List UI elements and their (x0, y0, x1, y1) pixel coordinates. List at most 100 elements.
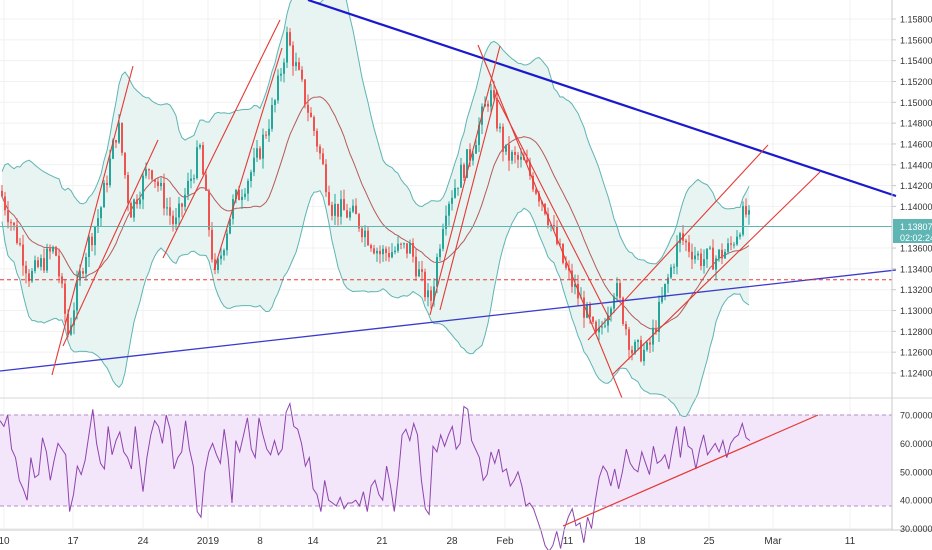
candle-body (274, 100, 276, 106)
channel-line (162, 19, 281, 259)
rsi-tick-label: 70.0000 (900, 411, 932, 421)
rsi-series (0, 401, 819, 550)
candle-body (97, 218, 99, 227)
time-tick-label: 17 (67, 536, 79, 547)
candle-body (679, 233, 681, 244)
rsi-axis[interactable]: 70.000060.000050.000040.000030.000020.00… (900, 411, 932, 550)
candle-body (598, 327, 600, 333)
candle-body (403, 243, 405, 245)
candle-body (595, 321, 597, 333)
candle-body (508, 144, 510, 161)
candle-body (136, 199, 138, 205)
candle-body (1, 190, 3, 197)
time-axis[interactable]: 10 17 24 2019 8 14 21 28 Feb 11 18 25 Mar 11 (0, 536, 856, 547)
candle-body (85, 257, 87, 274)
candle-body (238, 190, 240, 201)
candle-body (199, 145, 201, 148)
candle-body (688, 242, 690, 252)
candle-body (397, 243, 399, 251)
countdown-label: 02:02:24 (900, 233, 932, 243)
candle-body (565, 263, 567, 268)
time-tick-label: 2019 (197, 536, 220, 547)
channel-line (62, 139, 159, 347)
candle-body (235, 190, 237, 200)
time-tick-label: 11 (563, 536, 574, 547)
candle-body (634, 341, 636, 354)
last-price-tag: 1.13807 02:02:24 (893, 219, 932, 243)
candle-body (499, 126, 501, 129)
candle-body (370, 245, 372, 249)
candle-body (76, 280, 78, 311)
time-tick-label: 25 (703, 536, 715, 547)
candle-body (34, 260, 36, 271)
candle-body (223, 250, 225, 256)
candle-body (592, 316, 594, 322)
candle-body (673, 266, 675, 268)
last-price-tag-bg (893, 219, 932, 243)
candle-body (124, 152, 126, 176)
candle-body (433, 286, 435, 301)
candle-body (214, 259, 216, 270)
candle-body (208, 190, 210, 230)
candle-body (289, 32, 291, 46)
candles (1, 26, 750, 366)
candle-body (202, 145, 204, 175)
candle-body (724, 251, 726, 259)
candle-body (91, 236, 93, 246)
candle-body (259, 148, 261, 159)
last-price-label: 1.13807 (900, 222, 932, 232)
candle-body (322, 153, 324, 165)
candle-body (661, 296, 663, 302)
candle-body (583, 297, 585, 318)
price-tick-label: 1.12600 (900, 348, 932, 358)
candle-body (151, 170, 153, 180)
price-axis[interactable]: 1.15800 1.15600 1.15400 1.15200 1.15000 1.148… (892, 15, 932, 379)
candle-body (394, 250, 396, 253)
candle-body (490, 90, 492, 107)
candle-body (706, 248, 708, 260)
candle-body (328, 192, 330, 205)
candle-body (301, 69, 303, 80)
candle-body (190, 178, 192, 181)
candle-body (520, 156, 522, 160)
candle-body (10, 222, 12, 224)
candle-body (334, 203, 336, 216)
candle-body (280, 73, 282, 76)
channel-line (611, 171, 821, 376)
candle-body (622, 297, 624, 324)
candle-body (640, 340, 642, 362)
price-tick-label: 1.14800 (900, 119, 932, 129)
candle-body (670, 267, 672, 278)
candle-body (703, 259, 705, 266)
candle-body (271, 105, 273, 129)
bollinger-upper (1, 0, 750, 265)
candle-body (61, 276, 63, 284)
channel-line (497, 99, 611, 321)
price-tick-label: 1.14000 (900, 202, 932, 212)
candle-body (88, 236, 90, 258)
candle-body (205, 174, 207, 191)
candle-body (664, 283, 666, 297)
rsi-tick-label: 30.0000 (900, 524, 932, 534)
time-tick-label: 28 (446, 536, 458, 547)
channel-line (429, 45, 501, 316)
candle-body (37, 260, 39, 267)
candle-body (532, 175, 534, 190)
candle-body (727, 243, 729, 252)
candle-body (115, 140, 117, 143)
candle-body (325, 164, 327, 193)
candle-body (49, 248, 51, 252)
time-tick-label: 24 (137, 536, 149, 547)
candle-body (295, 62, 297, 67)
candle-body (40, 258, 42, 267)
candle-body (184, 194, 186, 207)
candle-body (286, 32, 288, 63)
candle-body (250, 172, 252, 181)
candle-body (427, 290, 429, 298)
candle-body (262, 134, 264, 159)
candle-body (16, 225, 18, 244)
candle-body (103, 182, 105, 208)
candle-body (553, 224, 555, 227)
candle-body (25, 265, 27, 274)
